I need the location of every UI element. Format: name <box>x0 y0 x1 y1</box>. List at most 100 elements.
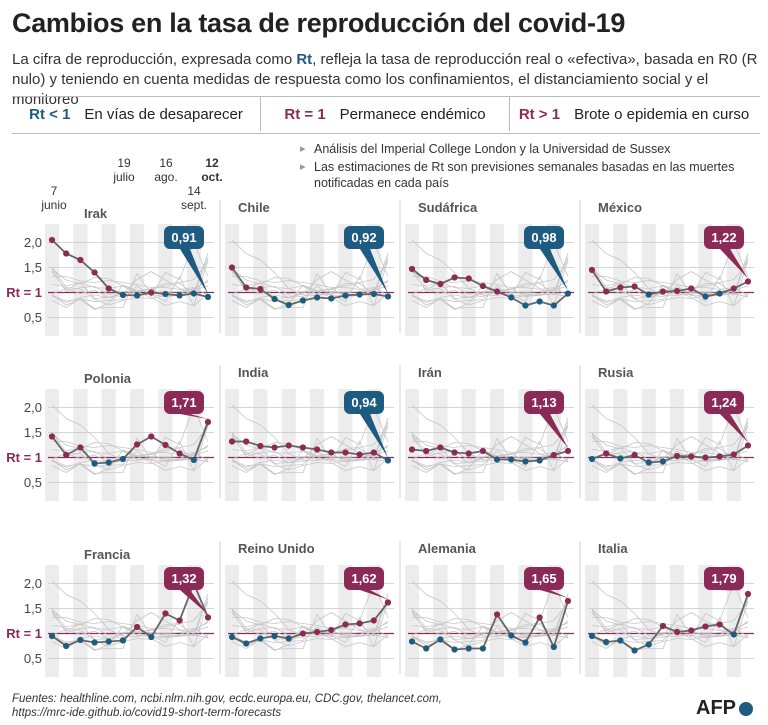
data-point <box>617 455 624 462</box>
background-series-line <box>591 252 749 310</box>
data-point <box>423 447 430 455</box>
data-point <box>588 455 596 463</box>
period-band <box>613 565 628 677</box>
chart-panel: Italia 1,79 <box>579 541 754 677</box>
data-point <box>299 630 307 637</box>
background-series-line <box>412 617 569 637</box>
value-callout <box>344 391 384 414</box>
background-series-line <box>231 252 389 310</box>
callout-pointer <box>720 249 748 279</box>
period-band <box>224 565 240 677</box>
data-point <box>328 626 335 634</box>
callout-pointer <box>540 249 568 291</box>
background-series-line <box>411 417 569 475</box>
data-point <box>744 442 752 449</box>
period-band <box>584 389 600 501</box>
legend: Rt < 1 En vías de desaparecer Rt = 1 Perma… <box>12 97 758 131</box>
data-point <box>328 295 335 302</box>
data-point <box>603 288 610 295</box>
data-point <box>688 285 695 292</box>
period-band <box>641 389 656 501</box>
background-series-line <box>51 280 209 298</box>
legend-item-below: Rt < 1 En vías de desaparecer <box>12 97 261 131</box>
data-point <box>465 275 472 282</box>
callout-pointer <box>720 414 748 443</box>
data-point <box>617 637 624 644</box>
background-series-line <box>231 404 389 463</box>
period-band <box>253 224 268 336</box>
data-point <box>91 269 98 276</box>
data-point <box>356 620 363 627</box>
period-band <box>404 389 420 501</box>
period-band <box>224 389 240 501</box>
y-tick-label: 1,5 <box>24 601 42 616</box>
background-series-line <box>232 276 389 296</box>
callout-pointer <box>360 414 388 458</box>
data-point <box>659 288 667 295</box>
afp-logo-dot <box>739 701 753 716</box>
background-series-line <box>592 441 749 461</box>
y-tick-label: Rt = 1 <box>6 626 42 641</box>
country-label: Polonia <box>84 371 132 386</box>
data-point <box>119 637 127 644</box>
value-callout <box>524 226 564 249</box>
data-point <box>370 290 377 298</box>
data-point <box>190 290 197 297</box>
y-tick-label: Rt = 1 <box>6 285 42 300</box>
background-series-line <box>52 276 209 296</box>
data-point <box>550 302 557 309</box>
data-point <box>162 290 169 298</box>
chart-title: Cambios en la tasa de reproducción del c… <box>12 8 626 38</box>
period-band <box>281 224 296 336</box>
data-point <box>645 291 652 298</box>
data-point <box>730 451 737 458</box>
data-point <box>48 236 56 244</box>
data-point <box>133 623 141 631</box>
date-label-2: 19 julio <box>113 156 135 184</box>
data-point <box>77 256 84 264</box>
value-callout <box>524 391 564 414</box>
background-series-line <box>411 597 569 640</box>
date-label-4: 14 sept. <box>180 184 207 212</box>
legend-item-equal: Rt = 1 Permanece endémico <box>261 97 510 131</box>
data-point <box>730 285 737 292</box>
background-series-line <box>592 276 749 296</box>
source-text: Fuentes: healthline.com, ncbi.nlm.nih.go… <box>12 693 442 719</box>
data-point <box>148 633 155 641</box>
data-point <box>356 291 363 298</box>
data-point <box>522 458 529 465</box>
data-point <box>204 614 212 621</box>
period-band <box>404 565 420 677</box>
callout-pointer <box>540 414 568 448</box>
chart-panel: Sudáfrica 0,98 <box>399 200 574 336</box>
chart-panel: Reino Unido 1,62 <box>219 541 394 677</box>
value-callout <box>164 391 204 414</box>
background-series-line <box>411 580 569 639</box>
data-point <box>243 284 250 291</box>
data-point <box>437 444 444 451</box>
legend-key: Rt = 1 <box>284 105 326 123</box>
data-point <box>133 292 141 299</box>
background-series-line <box>51 404 209 463</box>
period-band <box>584 565 600 677</box>
data-point <box>228 438 236 445</box>
data-point <box>564 447 572 455</box>
period-band <box>73 224 88 336</box>
background-series-line <box>231 417 389 475</box>
y-tick-label: 0,5 <box>24 475 42 490</box>
background-series-line <box>591 621 749 639</box>
data-point <box>370 617 377 624</box>
background-series-line <box>51 597 209 640</box>
data-point <box>588 266 596 274</box>
data-point <box>384 599 392 606</box>
data-point <box>659 622 667 630</box>
y-tick-label: 0,5 <box>24 310 42 325</box>
data-point <box>603 450 610 457</box>
background-series-line <box>591 597 749 640</box>
data-point <box>119 455 127 463</box>
data-point <box>370 449 377 456</box>
data-point <box>508 456 515 463</box>
period-band <box>613 224 628 336</box>
data-point <box>564 597 572 605</box>
country-label: Irak <box>84 206 108 221</box>
